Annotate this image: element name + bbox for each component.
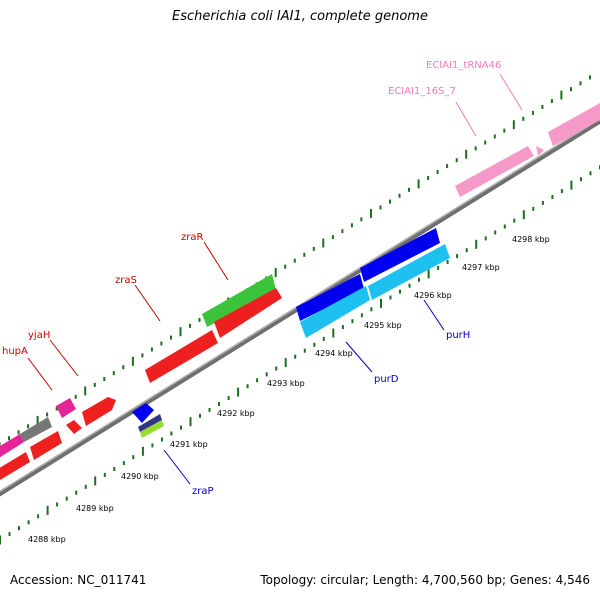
gene-trna-fwd[interactable]	[536, 146, 544, 156]
gene-grey-fwd[interactable]	[20, 417, 52, 442]
gene-cyan-b-rev[interactable]	[368, 244, 450, 300]
tick-label: 4297 kbp	[462, 263, 500, 272]
gene-red-a-fwd[interactable]	[82, 397, 116, 426]
gene-purD-rev[interactable]	[296, 274, 364, 321]
zraR-callout	[203, 241, 229, 281]
map-title: Escherichia coli IAI1, complete genome	[172, 9, 428, 24]
zraP-callout	[163, 449, 191, 485]
gene-red-e-rev[interactable]	[66, 420, 82, 434]
purH-callout	[423, 299, 445, 331]
tick-label: 4298 kbp	[512, 235, 550, 244]
label-hupA: hupA	[2, 346, 28, 357]
gene-zraR-fwd[interactable]	[202, 274, 276, 327]
genome-backbone-highlight	[0, 118, 600, 493]
label-zraR: zraR	[181, 232, 203, 243]
gene-hupA-fwd[interactable]	[0, 434, 24, 461]
accession-text: Accession: NC_011741	[10, 573, 147, 587]
gene-blue-zraP-rev[interactable]	[132, 403, 154, 423]
gene-red-d-rev[interactable]	[30, 431, 62, 460]
label-purD: purD	[374, 374, 399, 385]
label-yjaH: yjaH	[28, 330, 50, 341]
rrs-callout	[455, 101, 477, 137]
gene-labels: hupA yjaH zraS zraR zraP purD purH ECIAI…	[2, 60, 501, 497]
tick-label: 4289 kbp	[76, 504, 114, 513]
tick-label: 4291 kbp	[170, 440, 208, 449]
purD-callout	[345, 341, 373, 373]
zraS-callout	[134, 284, 161, 322]
tick-label: 4293 kbp	[267, 379, 305, 388]
tick-rails	[0, 75, 600, 545]
label-16S: ECIAI1_16S_7	[388, 86, 456, 97]
tick-label: 4290 kbp	[121, 472, 159, 481]
genome-summary-text: Topology: circular; Length: 4,700,560 bp…	[260, 573, 590, 587]
gene-purH-rev-a[interactable]	[360, 228, 440, 282]
label-zraP: zraP	[192, 486, 214, 497]
tick-label: 4288 kbp	[28, 535, 66, 544]
gene-yjaH-fwd[interactable]	[56, 398, 76, 418]
reverse-strand-genes	[0, 228, 450, 480]
tick-label: 4295 kbp	[364, 321, 402, 330]
gene-pink-fwd[interactable]	[548, 103, 600, 146]
genome-backbone	[0, 118, 600, 497]
gene-cyan-a-rev[interactable]	[300, 286, 370, 338]
label-tRNA: ECIAI1_tRNA46	[426, 60, 501, 71]
gene-zraP-dark-rev[interactable]	[138, 414, 162, 432]
gene-red-c-rev[interactable]	[0, 452, 30, 480]
tick-label: 4294 kbp	[315, 349, 353, 358]
trna-callout	[499, 73, 523, 111]
hupA-callout	[27, 357, 53, 391]
label-lines	[27, 73, 523, 485]
label-purH: purH	[446, 330, 470, 341]
tick-label: 4292 kbp	[217, 409, 255, 418]
gene-zraS-fwd[interactable]	[145, 330, 218, 383]
gene-zraP-green-rev[interactable]	[140, 420, 164, 438]
tick-labels: 4288 kbp 4289 kbp 4290 kbp 4291 kbp 4292 kbp…	[28, 235, 550, 544]
forward-strand-genes	[0, 103, 600, 461]
label-zraS: zraS	[115, 275, 137, 286]
gene-red-b-fwd[interactable]	[214, 288, 282, 338]
tick-label: 4296 kbp	[414, 291, 452, 300]
yjaH-callout	[49, 339, 79, 377]
gene-rrs-fwd[interactable]	[455, 146, 534, 197]
